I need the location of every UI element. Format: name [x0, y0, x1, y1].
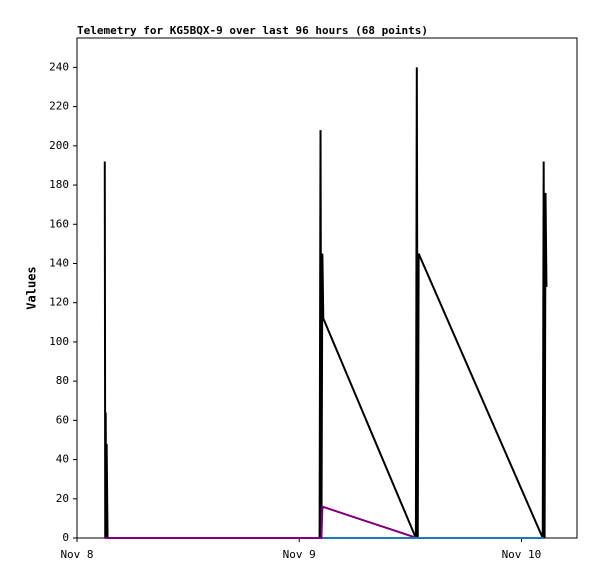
y-axis-label: Values: [25, 266, 39, 309]
y-tick-label: 120: [49, 296, 69, 309]
x-tick-label: Nov 10: [502, 548, 542, 561]
y-tick-label: 160: [49, 217, 69, 230]
y-tick-label: 80: [56, 374, 69, 387]
y-tick-label: 20: [56, 492, 69, 505]
y-tick-label: 220: [49, 100, 69, 113]
x-tick-label: Nov 9: [283, 548, 316, 561]
x-tick-label: Nov 8: [60, 548, 93, 561]
y-tick-label: 40: [56, 453, 69, 466]
plot-frame: [76, 37, 578, 539]
y-tick-label: 60: [56, 413, 69, 426]
y-tick-label: 0: [62, 531, 69, 544]
y-tick-label: 200: [49, 139, 69, 152]
series-line: [104, 505, 544, 539]
y-tick-label: 180: [49, 178, 69, 191]
series-line: [103, 67, 548, 539]
y-tick-label: 140: [49, 256, 69, 269]
y-tick-label: 100: [49, 335, 69, 348]
y-tick-label: 240: [49, 60, 69, 73]
chart-title: Telemetry for KG5BQX-9 over last 96 hour…: [77, 24, 428, 37]
